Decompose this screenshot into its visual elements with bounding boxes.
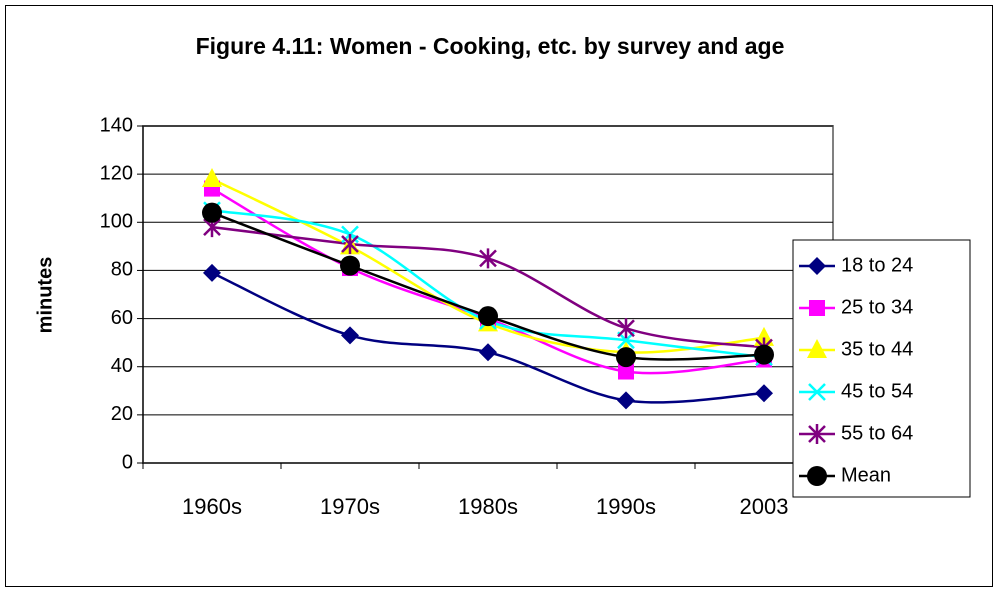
- legend-label: 35 to 44: [841, 338, 913, 360]
- data-point: [617, 318, 635, 339]
- y-tick-label: 80: [111, 259, 133, 281]
- data-point: [203, 263, 221, 282]
- legend-label: 18 to 24: [841, 254, 913, 276]
- x-tick-label: 2003: [740, 494, 789, 519]
- legend-marker: [808, 257, 826, 275]
- y-axis-label: minutes: [34, 257, 56, 334]
- legend-label: 55 to 64: [841, 422, 913, 444]
- data-point: [479, 248, 497, 269]
- data-point: [478, 306, 498, 327]
- data-point: [341, 233, 359, 254]
- chart-title: Figure 4.11: Women - Cooking, etc. by su…: [196, 33, 785, 59]
- data-point: [755, 384, 773, 403]
- data-point: [616, 347, 636, 368]
- y-tick-label: 100: [100, 211, 133, 233]
- y-tick-label: 60: [111, 307, 133, 329]
- legend-marker: [808, 383, 826, 401]
- plot-area: [142, 125, 834, 464]
- y-tick-label: 20: [111, 403, 133, 425]
- data-point: [479, 343, 497, 362]
- legend-box: [792, 239, 971, 498]
- data-point: [202, 202, 222, 223]
- legend-marker: [807, 466, 827, 486]
- data-point: [617, 391, 635, 410]
- data-point: [202, 167, 222, 187]
- y-tick-label: 120: [100, 162, 133, 184]
- y-tick-label: 140: [100, 114, 133, 136]
- data-point: [618, 363, 634, 380]
- legend-marker: [807, 339, 827, 358]
- data-point: [340, 255, 360, 276]
- y-tick-label: 40: [111, 355, 133, 377]
- y-tick-label: 0: [122, 451, 133, 473]
- x-tick-label: 1960s: [182, 494, 242, 519]
- legend-marker: [809, 300, 825, 316]
- legend-label: Mean: [841, 464, 891, 486]
- legend-marker: [808, 424, 826, 444]
- data-point: [341, 326, 359, 345]
- data-point: [754, 344, 774, 365]
- x-tick-label: 1980s: [458, 494, 518, 519]
- legend-label: 25 to 34: [841, 296, 913, 318]
- legend-label: 45 to 54: [841, 380, 913, 402]
- x-tick-label: 1990s: [596, 494, 656, 519]
- x-tick-label: 1970s: [320, 494, 380, 519]
